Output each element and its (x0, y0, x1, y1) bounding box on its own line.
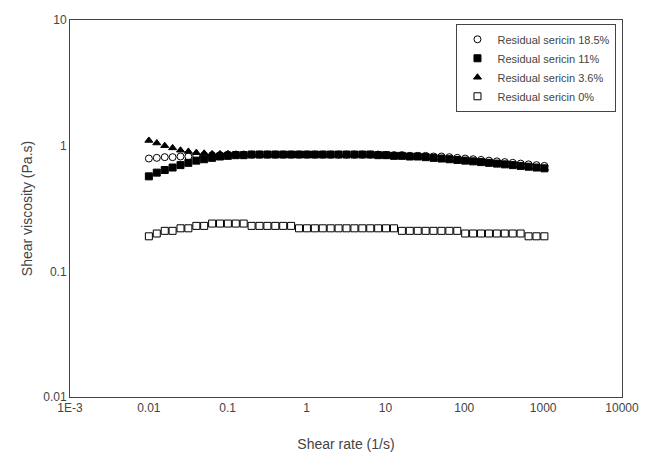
svg-text:10: 10 (53, 13, 67, 27)
svg-text:0.1: 0.1 (219, 401, 236, 415)
svg-text:1E-3: 1E-3 (57, 401, 83, 415)
svg-text:0.01: 0.01 (43, 390, 67, 404)
svg-text:1: 1 (303, 401, 310, 415)
svg-text:Shear rate (1/s): Shear rate (1/s) (297, 436, 394, 452)
svg-text:10000: 10000 (605, 401, 639, 415)
svg-text:1: 1 (60, 139, 67, 153)
svg-text:Residual sericin 18.5%: Residual sericin 18.5% (497, 34, 609, 46)
svg-text:100: 100 (454, 401, 474, 415)
svg-text:Shear viscosity (Pa.s): Shear viscosity (Pa.s) (19, 141, 35, 276)
svg-text:1000: 1000 (530, 401, 557, 415)
svg-text:Residual sericin 11%: Residual sericin 11% (497, 53, 599, 65)
svg-text:0.01: 0.01 (137, 401, 161, 415)
svg-text:Residual sericin 3.6%: Residual sericin 3.6% (497, 72, 603, 84)
svg-text:0.1: 0.1 (50, 265, 67, 279)
svg-text:Residual sericin 0%: Residual sericin 0% (497, 91, 594, 103)
svg-text:10: 10 (379, 401, 393, 415)
